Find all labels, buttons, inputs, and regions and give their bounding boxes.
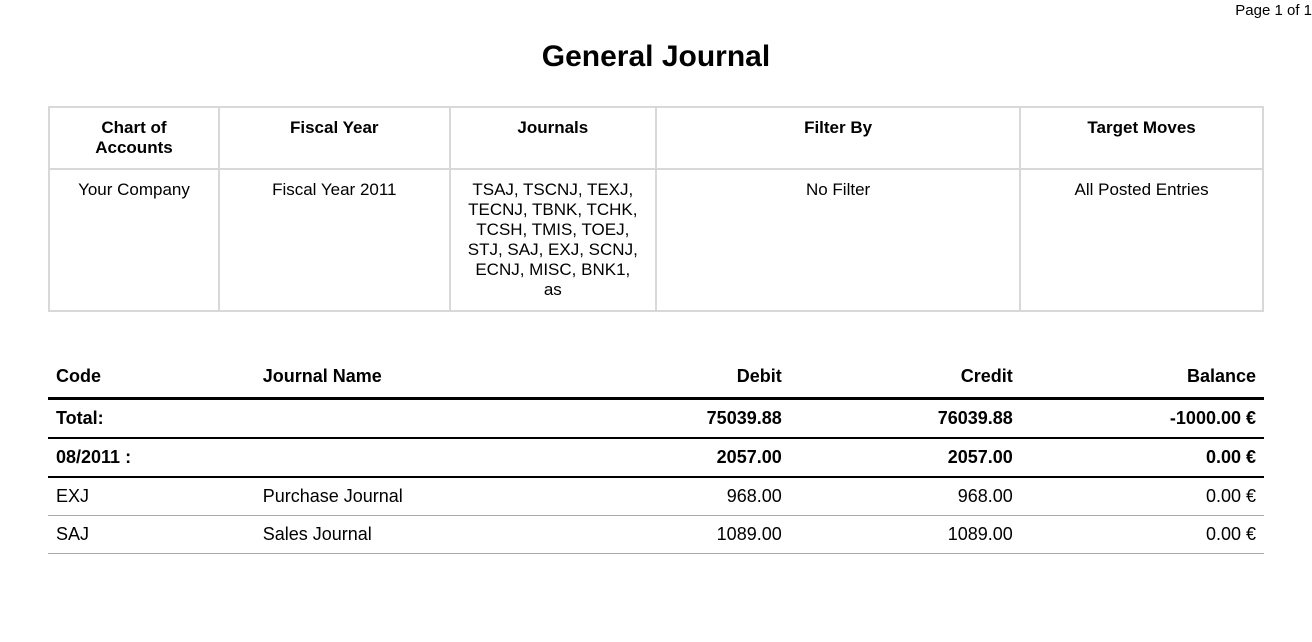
- page-indicator: Page 1 of 1: [1235, 2, 1312, 19]
- journal-total-debit: 75039.88: [559, 399, 790, 439]
- journal-body: Total: 75039.88 76039.88 -1000.00 € 08/2…: [48, 399, 1264, 554]
- journal-row-balance: 0.00 €: [1021, 477, 1264, 516]
- journal-period-balance: 0.00 €: [1021, 438, 1264, 477]
- filter-value-filter-by: No Filter: [656, 169, 1020, 311]
- filter-value-row: Your Company Fiscal Year 2011 TSAJ, TSCN…: [49, 169, 1263, 311]
- journal-period-credit: 2057.00: [790, 438, 1021, 477]
- journal-row-code: SAJ: [48, 516, 255, 554]
- journal-row-balance: 0.00 €: [1021, 516, 1264, 554]
- journal-row-credit: 968.00: [790, 477, 1021, 516]
- journal-header-row: Code Journal Name Debit Credit Balance: [48, 360, 1264, 399]
- filter-header-journals: Journals: [450, 107, 656, 169]
- journal-row-name: Purchase Journal: [255, 477, 559, 516]
- journal-row-code: EXJ: [48, 477, 255, 516]
- journal-row-debit: 1089.00: [559, 516, 790, 554]
- filter-value-target-moves: All Posted Entries: [1020, 169, 1263, 311]
- filter-header-row: Chart of Accounts Fiscal Year Journals F…: [49, 107, 1263, 169]
- journal-total-credit: 76039.88: [790, 399, 1021, 439]
- filter-header-filter-by: Filter By: [656, 107, 1020, 169]
- journal-row-name: Sales Journal: [255, 516, 559, 554]
- journal-row-credit: 1089.00: [790, 516, 1021, 554]
- filter-header-fiscal-year: Fiscal Year: [219, 107, 450, 169]
- journal-period-row: 08/2011 : 2057.00 2057.00 0.00 €: [48, 438, 1264, 477]
- journal-row-debit: 968.00: [559, 477, 790, 516]
- filter-header-target-moves: Target Moves: [1020, 107, 1263, 169]
- filter-value-journals: TSAJ, TSCNJ, TEXJ, TECNJ, TBNK, TCHK, TC…: [450, 169, 656, 311]
- journal-total-label: Total:: [48, 399, 255, 439]
- filter-value-chart: Your Company: [49, 169, 219, 311]
- journal-header-debit: Debit: [559, 360, 790, 399]
- journal-header-balance: Balance: [1021, 360, 1264, 399]
- journal-header-code: Code: [48, 360, 255, 399]
- journal-header-credit: Credit: [790, 360, 1021, 399]
- journal-period-name: [255, 438, 559, 477]
- page-title: General Journal: [48, 40, 1264, 74]
- table-row: SAJ Sales Journal 1089.00 1089.00 0.00 €: [48, 516, 1264, 554]
- journal-total-balance: -1000.00 €: [1021, 399, 1264, 439]
- filter-value-fiscal-year: Fiscal Year 2011: [219, 169, 450, 311]
- table-row: EXJ Purchase Journal 968.00 968.00 0.00 …: [48, 477, 1264, 516]
- journal-total-name: [255, 399, 559, 439]
- journal-period-label: 08/2011 :: [48, 438, 255, 477]
- journal-header-name: Journal Name: [255, 360, 559, 399]
- filter-header-chart: Chart of Accounts: [49, 107, 219, 169]
- journal-table: Code Journal Name Debit Credit Balance T…: [48, 360, 1264, 554]
- content: General Journal Chart of Accounts Fiscal…: [0, 0, 1312, 554]
- filter-table: Chart of Accounts Fiscal Year Journals F…: [48, 106, 1264, 312]
- journal-total-row: Total: 75039.88 76039.88 -1000.00 €: [48, 399, 1264, 439]
- journal-period-debit: 2057.00: [559, 438, 790, 477]
